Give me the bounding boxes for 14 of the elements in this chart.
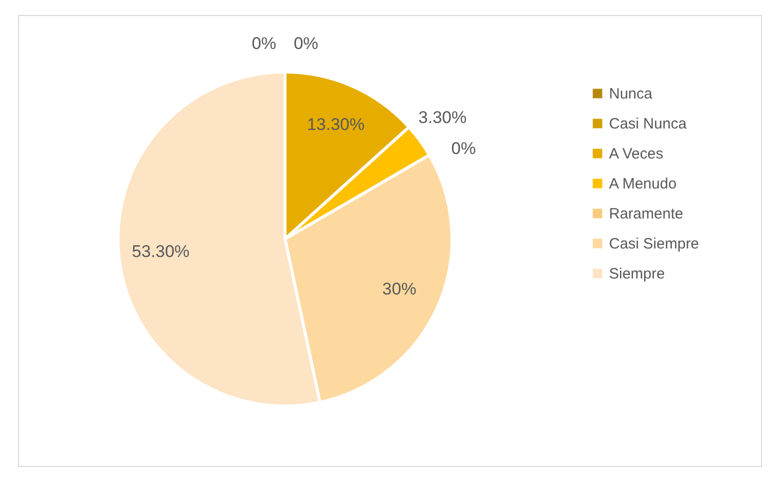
legend-label: Siempre: [609, 266, 665, 282]
data-label: 13.30%: [306, 114, 365, 134]
legend-label: Raramente: [609, 206, 684, 222]
text: 0%: [451, 138, 476, 158]
text: 0%: [294, 34, 318, 53]
legend-label: Nunca: [609, 86, 654, 102]
legend-label: Casi Siempre: [609, 236, 700, 252]
legend-label: Casi Nunca: [609, 116, 688, 132]
text: 0%: [252, 34, 276, 53]
legend-label: A Veces: [609, 146, 664, 162]
legend-label: A Menudo: [609, 176, 677, 192]
data-label: 30%: [382, 280, 416, 299]
data-label: 53.30%: [132, 242, 190, 262]
data-label: 3.30%: [418, 108, 467, 128]
